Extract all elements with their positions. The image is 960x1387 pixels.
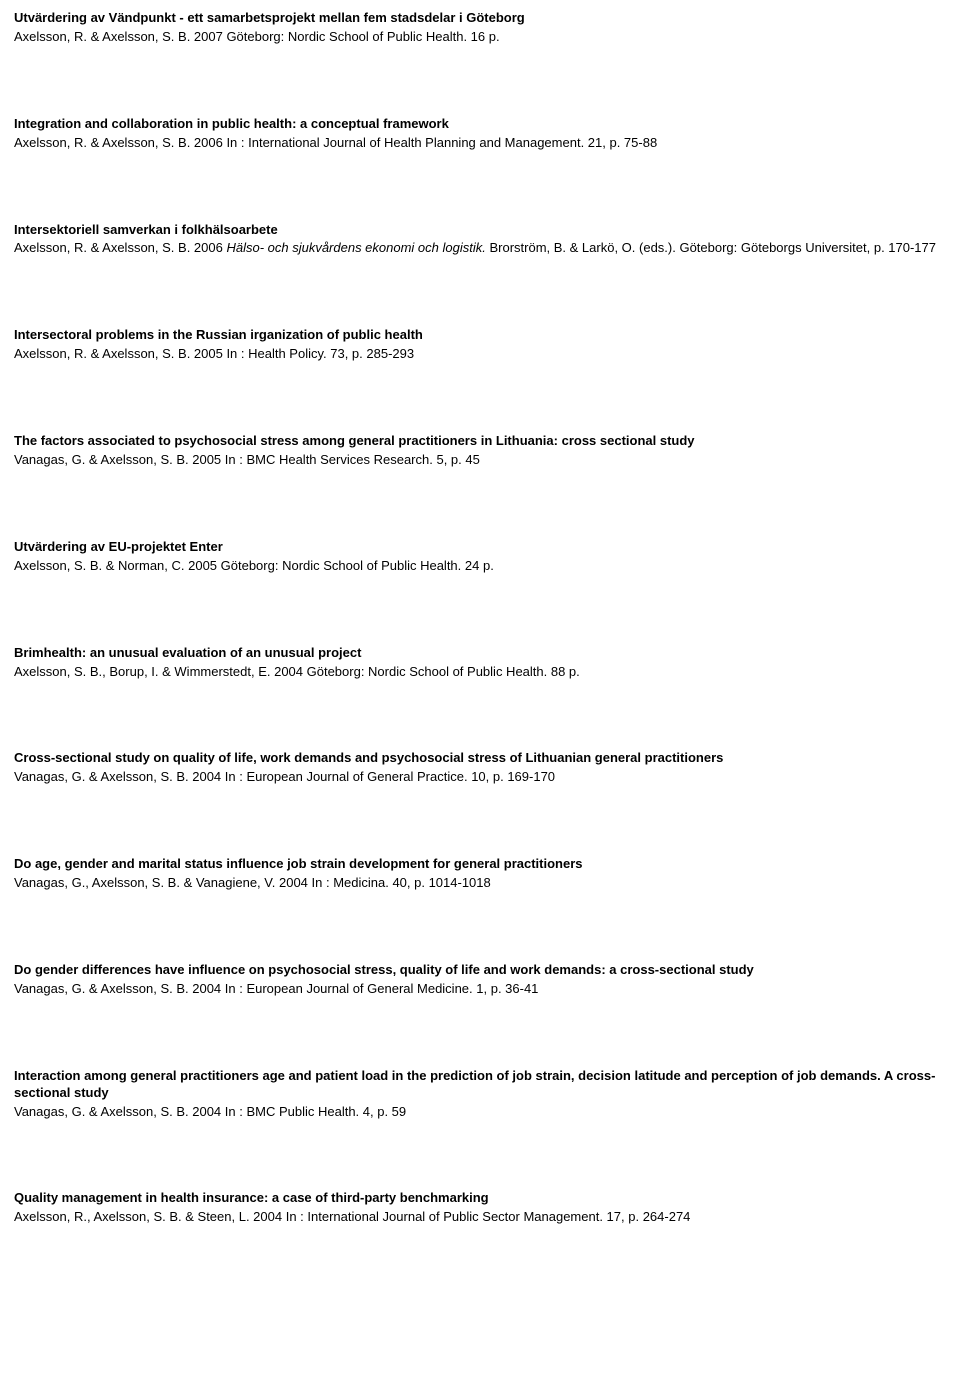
publication-details: Vanagas, G. & Axelsson, S. B. 2005 In : … — [14, 452, 946, 469]
publication-details: Axelsson, R. & Axelsson, S. B. 2007 Göte… — [14, 29, 946, 46]
publication-list: Utvärdering av Vändpunkt - ett samarbets… — [14, 10, 946, 1226]
publication-title: Intersektoriell samverkan i folkhälsoarb… — [14, 222, 946, 239]
publication-entry: Cross-sectional study on quality of life… — [14, 750, 946, 786]
publication-details: Vanagas, G. & Axelsson, S. B. 2004 In : … — [14, 769, 946, 786]
publication-title: Quality management in health insurance: … — [14, 1190, 946, 1207]
publication-details: Axelsson, S. B. & Norman, C. 2005 Götebo… — [14, 558, 946, 575]
publication-entry: Do gender differences have influence on … — [14, 962, 946, 998]
publication-title: Do gender differences have influence on … — [14, 962, 946, 979]
publication-title: Integration and collaboration in public … — [14, 116, 946, 133]
publication-entry: Utvärdering av EU-projektet Enter Axelsso… — [14, 539, 946, 575]
publication-entry: Intersektoriell samverkan i folkhälsoarb… — [14, 222, 946, 258]
publication-title: Intersectoral problems in the Russian ir… — [14, 327, 946, 344]
publication-details-pre: Axelsson, R. & Axelsson, S. B. 2006 — [14, 240, 226, 255]
publication-details-italic: Hälso- och sjukvårdens ekonomi och logis… — [226, 240, 485, 255]
publication-details: Axelsson, R. & Axelsson, S. B. 2006 Häls… — [14, 240, 946, 257]
publication-details: Vanagas, G. & Axelsson, S. B. 2004 In : … — [14, 981, 946, 998]
publication-entry: Integration and collaboration in public … — [14, 116, 946, 152]
publication-title: Do age, gender and marital status influe… — [14, 856, 946, 873]
publication-details-post: Brorström, B. & Larkö, O. (eds.). Götebo… — [486, 240, 936, 255]
publication-title: Brimhealth: an unusual evaluation of an … — [14, 645, 946, 662]
publication-details: Axelsson, R. & Axelsson, S. B. 2006 In :… — [14, 135, 946, 152]
publication-title: Utvärdering av EU-projektet Enter — [14, 539, 946, 556]
publication-details: Vanagas, G., Axelsson, S. B. & Vanagiene… — [14, 875, 946, 892]
publication-title: The factors associated to psychosocial s… — [14, 433, 946, 450]
publication-title: Cross-sectional study on quality of life… — [14, 750, 946, 767]
publication-entry: Quality management in health insurance: … — [14, 1190, 946, 1226]
publication-entry: The factors associated to psychosocial s… — [14, 433, 946, 469]
publication-entry: Do age, gender and marital status influe… — [14, 856, 946, 892]
publication-details: Axelsson, S. B., Borup, I. & Wimmerstedt… — [14, 664, 946, 681]
publication-entry: Brimhealth: an unusual evaluation of an … — [14, 645, 946, 681]
publication-entry: Interaction among general practitioners … — [14, 1068, 946, 1121]
publication-details: Axelsson, R., Axelsson, S. B. & Steen, L… — [14, 1209, 946, 1226]
publication-title: Utvärdering av Vändpunkt - ett samarbets… — [14, 10, 946, 27]
publication-entry: Utvärdering av Vändpunkt - ett samarbets… — [14, 10, 946, 46]
publication-entry: Intersectoral problems in the Russian ir… — [14, 327, 946, 363]
publication-details: Axelsson, R. & Axelsson, S. B. 2005 In :… — [14, 346, 946, 363]
publication-details: Vanagas, G. & Axelsson, S. B. 2004 In : … — [14, 1104, 946, 1121]
publication-title: Interaction among general practitioners … — [14, 1068, 946, 1102]
